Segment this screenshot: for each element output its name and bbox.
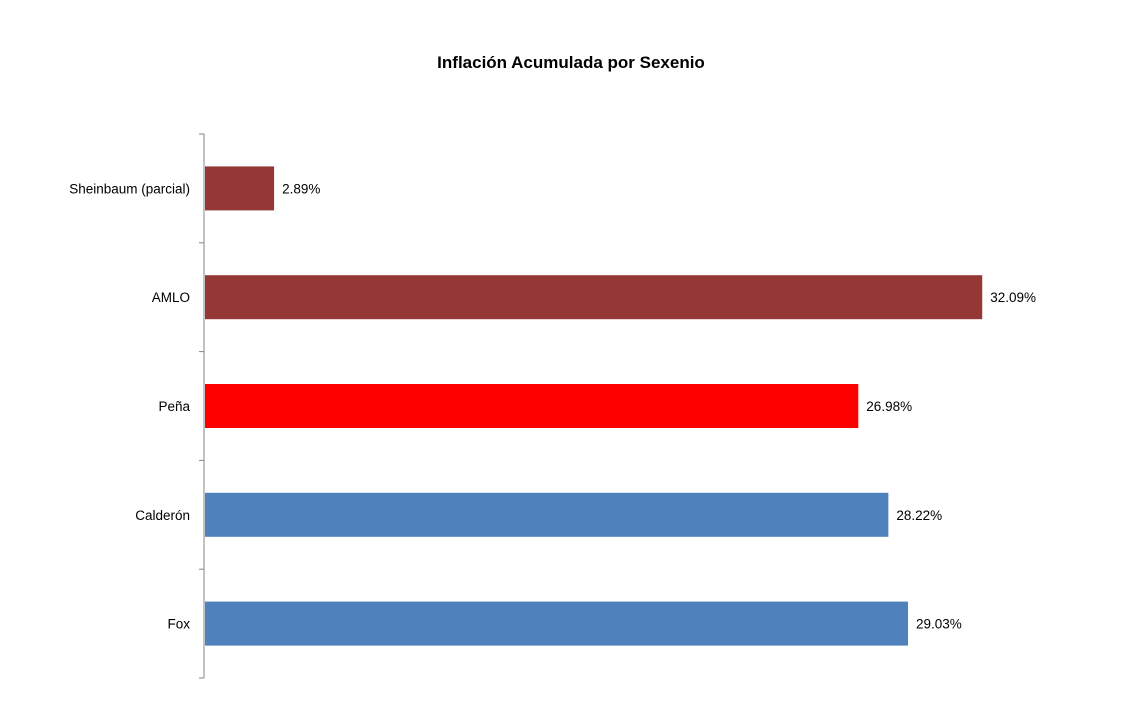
bar-pena <box>205 384 859 428</box>
category-label-calderon: Calderón <box>135 508 190 523</box>
data-label-calderon: 28.22% <box>896 508 942 523</box>
bars-group <box>205 166 983 646</box>
category-label-pena: Peña <box>158 399 190 414</box>
data-label-pena: 26.98% <box>866 399 912 414</box>
axis-ticks <box>199 133 204 679</box>
data-label-amlo: 32.09% <box>990 290 1036 305</box>
bar-calderon <box>205 492 889 537</box>
chart-title: Inflación Acumulada por Sexenio <box>437 53 705 72</box>
category-labels-group: Fox Calderón Peña AMLO Sheinbaum (parcial) <box>69 181 190 631</box>
data-label-sheinbaum-parcial: 2.89% <box>282 181 320 196</box>
category-label-sheinbaum-parcial: Sheinbaum (parcial) <box>69 181 190 196</box>
bar-sheinbaum-parcial <box>205 166 275 211</box>
category-label-fox: Fox <box>167 617 190 632</box>
bar-fox <box>205 601 909 646</box>
bar-amlo <box>205 275 983 320</box>
data-labels-group: 29.03% 28.22% 26.98% 32.09% 2.89% <box>282 181 1036 631</box>
data-label-fox: 29.03% <box>916 617 962 632</box>
category-label-amlo: AMLO <box>152 290 190 305</box>
